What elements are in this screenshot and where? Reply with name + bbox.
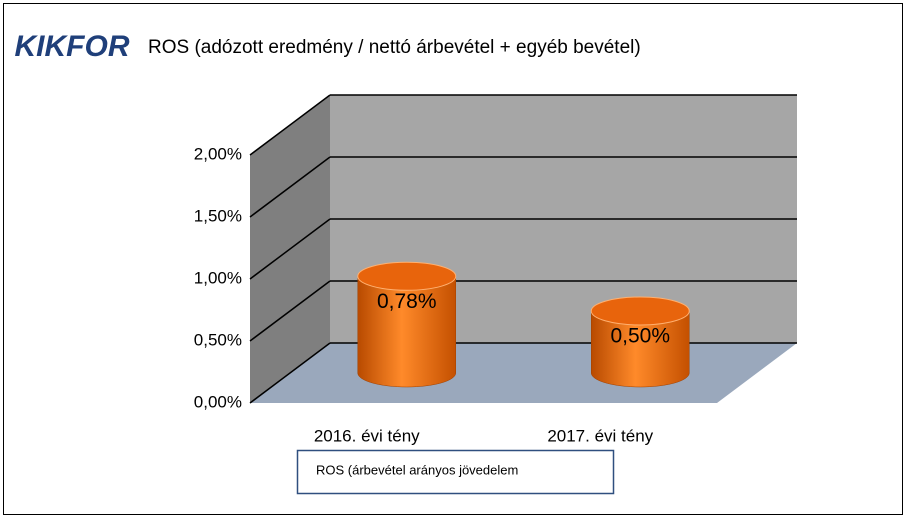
- floor: [250, 343, 797, 403]
- grid-line: [249, 280, 331, 342]
- y-tick-label: 0,50%: [194, 330, 242, 349]
- grid-line: [249, 218, 331, 280]
- logo: KIKFOR: [15, 30, 130, 63]
- bar: [591, 310, 690, 388]
- y-tick-label: 2,00%: [194, 144, 242, 163]
- y-tick-label: 1,50%: [194, 206, 242, 225]
- value-label: 0,50%: [610, 325, 670, 348]
- grid-line: [249, 156, 331, 218]
- grid-line: [249, 94, 331, 156]
- bar-top: [590, 296, 690, 326]
- bar-top: [357, 261, 457, 291]
- grid-line: [249, 342, 331, 404]
- bar: [357, 276, 456, 388]
- y-tick-label: 0,00%: [194, 392, 242, 411]
- legend-box: [296, 449, 615, 495]
- y-tick-label: 1,00%: [194, 268, 242, 287]
- x-tick-label: 2017. évi tény: [547, 426, 653, 445]
- legend-label: ROS (árbevétel arányos jövedelem: [316, 462, 518, 477]
- chart-title: ROS (adózott eredmény / nettó árbevétel …: [148, 37, 641, 58]
- x-tick-label: 2016. évi tény: [314, 426, 420, 445]
- value-label: 0,78%: [377, 290, 437, 313]
